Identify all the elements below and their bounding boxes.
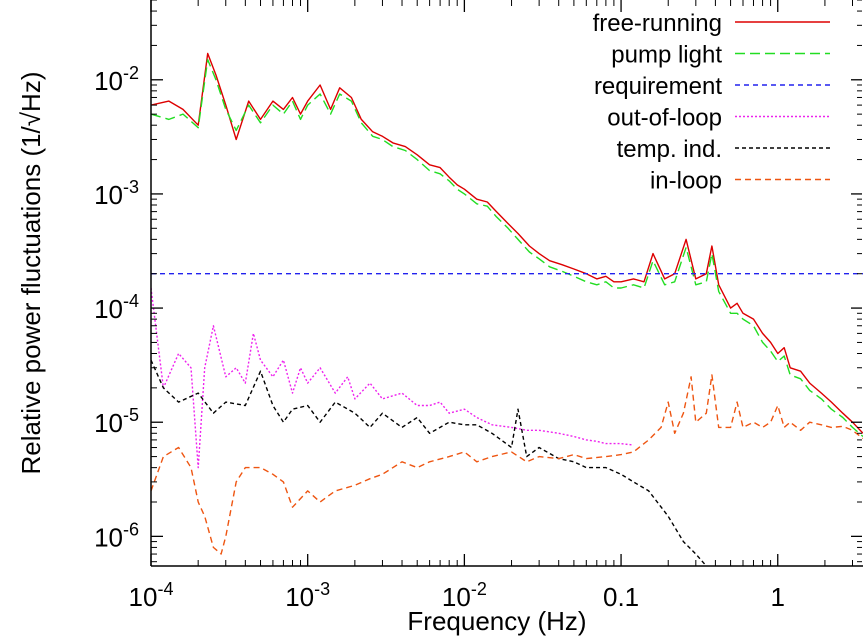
- y-tick-label: 10-6: [94, 519, 139, 552]
- x-tick-label: 10-2: [442, 579, 487, 612]
- y-tick-label: 10-4: [94, 291, 139, 324]
- y-tick-exponent: -2: [123, 63, 139, 83]
- y-tick-exponent: -6: [123, 519, 139, 539]
- y-tick-label: 10-3: [94, 177, 139, 210]
- legend-label: in-loop: [650, 168, 722, 195]
- x-tick-base: 1: [771, 582, 785, 612]
- x-axis-title: Frequency (Hz): [407, 606, 586, 636]
- x-tick-base: 0.1: [603, 582, 639, 612]
- y-tick-base: 10: [94, 66, 123, 96]
- x-tick-base: 10: [442, 582, 471, 612]
- legend-label: temp. ind.: [617, 136, 722, 163]
- legend-label: requirement: [594, 73, 722, 100]
- x-tick-exponent: -4: [157, 579, 173, 599]
- series-line-in-loop: [151, 374, 863, 555]
- y-tick-label: 10-5: [94, 405, 139, 438]
- x-tick-label: 0.1: [603, 582, 639, 612]
- legend: free-running pump light requirement out-of-…: [593, 10, 830, 195]
- y-tick-label: 10-2: [94, 63, 139, 96]
- series-line-out-of-loop: [151, 287, 634, 469]
- y-tick-exponent: -5: [123, 405, 139, 425]
- y-tick-exponent: -4: [123, 291, 139, 311]
- x-tick-label: 10-4: [129, 579, 174, 612]
- x-tick-label: 1: [771, 582, 785, 612]
- x-tick-base: 10: [129, 582, 158, 612]
- series-layer: [151, 52, 863, 566]
- y-tick-base: 10: [94, 180, 123, 210]
- series-line-pump-light: [151, 59, 863, 438]
- y-tick-base: 10: [94, 294, 123, 324]
- y-axis-title: Relative power fluctuations (1/√Hz): [16, 72, 46, 475]
- y-tick-base: 10: [94, 522, 123, 552]
- series-line-free-running: [151, 52, 863, 434]
- y-tick-exponent: -3: [123, 177, 139, 197]
- x-tick-base: 10: [285, 582, 314, 612]
- axes-layer: 10-4 10-3 10-2 0.1 110-210-310-410-510-6: [94, 0, 863, 612]
- series-line-temp-ind: [151, 359, 707, 566]
- x-tick-label: 10-3: [285, 579, 330, 612]
- legend-label: free-running: [593, 10, 722, 37]
- legend-label: out-of-loop: [607, 105, 722, 132]
- y-tick-base: 10: [94, 408, 123, 438]
- x-tick-exponent: -2: [471, 579, 487, 599]
- x-tick-exponent: -3: [314, 579, 330, 599]
- legend-label: pump light: [611, 42, 722, 69]
